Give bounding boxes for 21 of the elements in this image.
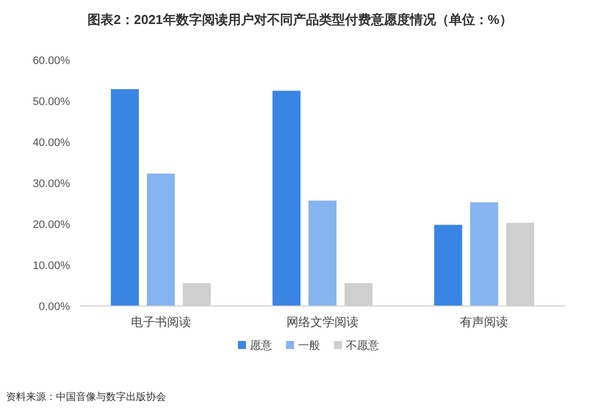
x-tick-label: 网络文学阅读 (286, 315, 358, 329)
y-tick-label: 30.00% (32, 178, 70, 190)
bar (470, 202, 498, 306)
y-tick-label: 10.00% (32, 260, 70, 272)
x-tick-label: 电子书阅读 (130, 315, 191, 329)
y-tick-label: 20.00% (32, 219, 70, 231)
bar (146, 174, 175, 306)
legend-label: 不愿意 (346, 339, 379, 352)
bar (434, 224, 462, 306)
bar (272, 90, 300, 306)
legend-label: 愿意 (250, 339, 272, 352)
x-tick-label: 有声阅读 (460, 315, 508, 329)
y-tick-label: 0.00% (38, 301, 70, 313)
y-tick-label: 40.00% (32, 137, 70, 149)
text: 资料来源：中国音像与数字出版协会 (6, 391, 166, 403)
bar (110, 89, 139, 306)
bar (308, 200, 336, 306)
legend-label: 一般 (298, 340, 320, 352)
y-tick-label: 50.00% (32, 96, 70, 108)
y-tick-label: 60.00% (32, 55, 70, 67)
chart-title: 图表2：2021年数字阅读用户对不同产品类型付费意愿度情况（单位：%） (88, 12, 512, 27)
